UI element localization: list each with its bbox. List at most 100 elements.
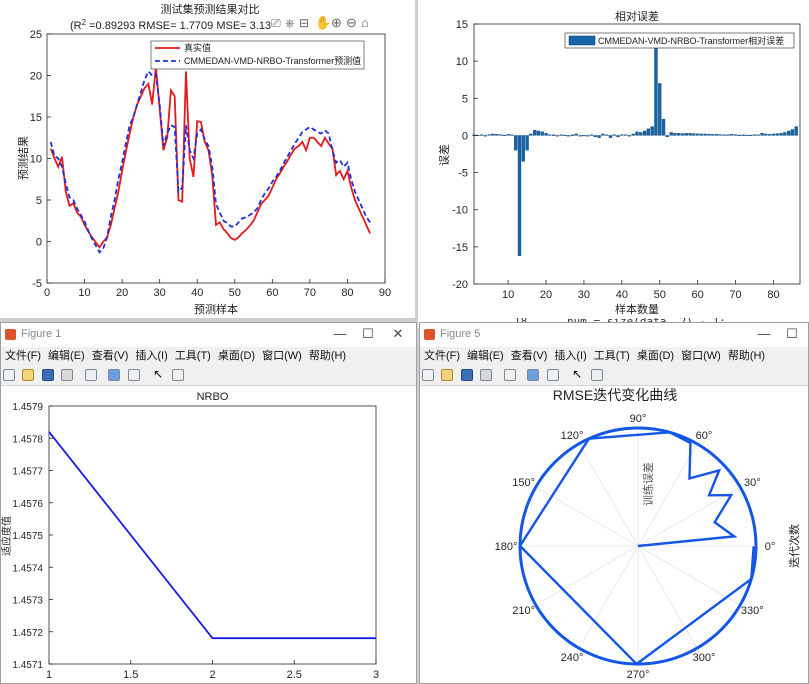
figure-5-window: Figure 5 — ☐ 文件(F) 编辑(E) 查看(V) 插入(I) 工具(T) 桌面…: [419, 322, 809, 684]
open-file-icon[interactable]: [441, 369, 454, 381]
x-tick-label: 0: [44, 287, 50, 299]
error-bar: [718, 134, 723, 136]
error-bar: [593, 135, 597, 138]
y-tick-label: 1.4571: [12, 660, 43, 671]
error-bar: [495, 134, 499, 136]
menu-item-0[interactable]: 文件(F): [424, 350, 461, 362]
radius-axis-label: 训练误差: [641, 462, 655, 506]
maximize-button[interactable]: ☐: [786, 326, 798, 341]
menu-item-3[interactable]: 插入(I): [135, 350, 168, 362]
error-bar: [517, 135, 522, 256]
relative-error-chart: 10 20 30 40 50 60 70 80 -20 -15 -10 -5 0 5 10 15 相对误差样本数…: [418, 0, 809, 318]
menu-item-5[interactable]: 桌面(D): [217, 350, 256, 362]
restore-view-icon[interactable]: ⊟: [299, 16, 310, 30]
save-icon[interactable]: [41, 369, 54, 381]
legend-icon[interactable]: [546, 369, 559, 381]
menu-item-4[interactable]: 工具(T): [593, 350, 630, 362]
figure-5-title: Figure 5: [440, 328, 481, 340]
colorbar-icon[interactable]: [527, 369, 540, 381]
property-editor-icon[interactable]: [171, 369, 184, 381]
menu-item-7[interactable]: 帮助(H): [727, 350, 766, 362]
figure-1-menubar: 文件(F) 编辑(E) 查看(V) 插入(I) 工具(T) 桌面(D) 窗口(W) 帮助(H): [1, 347, 416, 365]
legend-swatch: [568, 35, 596, 46]
brush-icon[interactable]: ⎚: [271, 16, 281, 30]
new-figure-icon[interactable]: [3, 369, 15, 381]
menu-item-3[interactable]: 插入(I): [554, 350, 587, 362]
print-icon[interactable]: [61, 369, 74, 381]
y-tick-label: 25: [30, 29, 42, 41]
y-tick-label: 20: [30, 71, 42, 83]
minimize-button[interactable]: —: [757, 326, 771, 341]
minimize-button[interactable]: —: [333, 326, 347, 341]
print-icon[interactable]: [480, 369, 493, 381]
zoom-out-icon[interactable]: ⊖: [346, 15, 357, 30]
x-tick-label: 3: [373, 669, 379, 681]
zoom-in-icon[interactable]: ⊕: [331, 15, 342, 30]
polar-spoke: [535, 545, 639, 606]
x-tick-label: 40: [191, 287, 203, 299]
y-tick-label: 1.4573: [12, 596, 43, 607]
home-icon[interactable]: ⌂: [361, 15, 369, 30]
save-icon[interactable]: [460, 369, 473, 381]
x-tick-label: 20: [116, 287, 128, 299]
legend-label: CMMEDAN-VMD-NRBO-Transformer相对误差: [598, 35, 784, 46]
figure-5-titlebar: Figure 5 — ☐: [420, 323, 808, 347]
prediction-figure-area: 0 10 20 30 40 50 60 70 80 90 -5 0 5 10 15 20 25 测试集预测结果对比…: [0, 0, 415, 318]
property-editor-icon[interactable]: [590, 369, 603, 381]
colorbar-icon[interactable]: [108, 369, 121, 381]
error-bar: [627, 135, 632, 137]
error-bar: [680, 133, 685, 136]
x-tick-label: 2: [209, 669, 215, 681]
error-bar: [597, 135, 601, 138]
error-bar: [733, 134, 738, 136]
error-bar: [775, 133, 779, 136]
prediction-chart: 0 10 20 30 40 50 60 70 80 90-50510152025测试集预测结果对比…: [17, 2, 391, 316]
y-tick-label: -15: [452, 242, 468, 254]
error-bar: [726, 134, 730, 136]
error-bar: [692, 133, 696, 136]
nrbo-chart: 1 1.5 2 2.5 3 1.4571 1.4572 1.4573 1.4574 1.4575 1…: [1, 391, 379, 681]
y-tick-label: 10: [456, 56, 468, 68]
menu-item-1[interactable]: 编辑(E): [48, 350, 85, 362]
close-button[interactable]: ✕: [392, 326, 404, 341]
menu-item-2[interactable]: 查看(V): [510, 350, 548, 362]
error-bar: [574, 133, 579, 136]
error-bar: [699, 133, 704, 136]
pointer-icon[interactable]: ↖: [572, 367, 583, 381]
error-bar: [677, 133, 681, 136]
menu-item-4[interactable]: 工具(T): [174, 350, 211, 362]
legend-label-actual: 真实值: [184, 42, 211, 54]
pointer-icon[interactable]: ↖: [153, 367, 164, 381]
menu-item-2[interactable]: 查看(V): [91, 350, 129, 362]
figure-1-titlebar: Figure 1 — ☐ ✕: [1, 323, 416, 347]
maximize-button[interactable]: ☐: [362, 326, 374, 341]
error-bar: [567, 135, 571, 137]
y-tick-label: 1.4576: [12, 499, 43, 510]
legend-icon[interactable]: [127, 369, 140, 381]
angle-label: 0°: [765, 541, 776, 553]
menu-item-5[interactable]: 桌面(D): [636, 350, 675, 362]
link-plot-icon[interactable]: [84, 369, 97, 381]
new-figure-icon[interactable]: [422, 369, 434, 381]
figure-1-window: Figure 1 — ☐ ✕ 文件(F) 编辑(E) 查看(V) 插入(I) 工具(T)…: [0, 322, 417, 684]
data-tip-icon[interactable]: ⎈: [285, 16, 295, 30]
menu-item-0[interactable]: 文件(F): [5, 350, 42, 362]
fitness-line: [48, 431, 376, 640]
plot-frame: [48, 405, 377, 665]
y-tick-label: 5: [462, 93, 468, 105]
menu-item-6[interactable]: 窗口(W): [262, 350, 302, 362]
menu-item-6[interactable]: 窗口(W): [681, 350, 721, 362]
pan-icon[interactable]: ✋: [315, 15, 332, 30]
menu-item-1[interactable]: 编辑(E): [467, 350, 504, 362]
error-bar: [498, 134, 503, 136]
error-bar: [756, 134, 760, 136]
error-bar: [570, 134, 575, 136]
menu-item-7[interactable]: 帮助(H): [308, 350, 347, 362]
error-bar: [684, 133, 688, 136]
link-plot-icon[interactable]: [503, 369, 516, 381]
x-axis-label: 样本数量: [615, 302, 659, 316]
open-file-icon[interactable]: [22, 369, 35, 381]
x-tick-label: 1: [46, 669, 52, 681]
axes-toolbar: ⎚ ⎈ ⊟ ✋ ⊕ ⊖ ⌂: [271, 15, 377, 31]
error-bar: [771, 133, 776, 136]
